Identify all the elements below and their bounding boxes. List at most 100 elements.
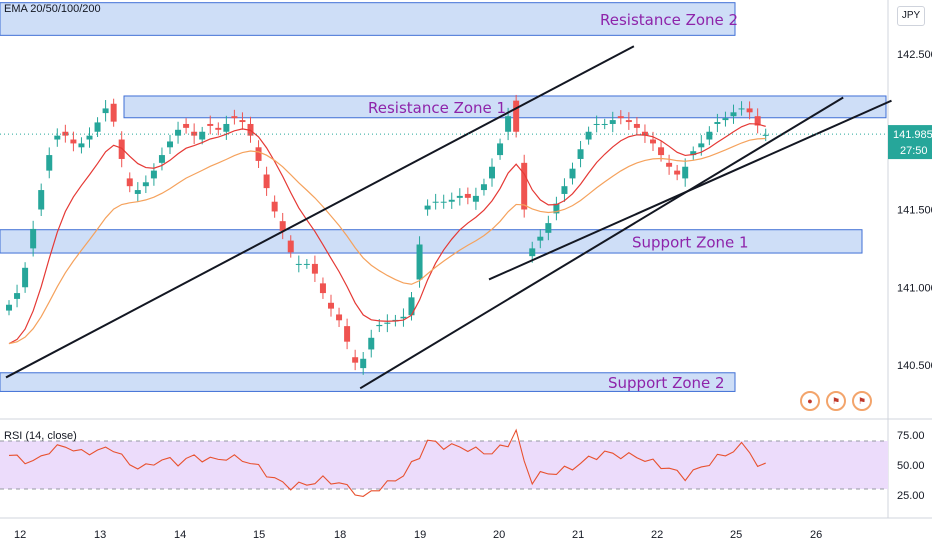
candle-body[interactable] xyxy=(440,201,447,203)
candle-body[interactable] xyxy=(271,201,278,212)
candle-body[interactable] xyxy=(344,326,351,342)
candle-body[interactable] xyxy=(223,123,230,132)
record-icon[interactable]: ● xyxy=(800,391,820,411)
candle-body[interactable] xyxy=(706,131,713,140)
price-pane[interactable] xyxy=(0,0,888,418)
candle-body[interactable] xyxy=(183,123,190,128)
candle-body[interactable] xyxy=(448,199,455,202)
price-tag[interactable] xyxy=(888,125,932,160)
candle-body[interactable] xyxy=(762,134,769,136)
candle-body[interactable] xyxy=(86,135,93,140)
candle-body[interactable] xyxy=(561,186,568,194)
candle-body[interactable] xyxy=(328,302,334,309)
candle-body[interactable] xyxy=(368,337,375,350)
candle-body[interactable] xyxy=(489,166,495,179)
candle-body[interactable] xyxy=(569,168,576,179)
candle-body[interactable] xyxy=(537,236,544,241)
rsi-line[interactable] xyxy=(8,428,766,497)
candle-body[interactable] xyxy=(70,139,77,144)
candle-body[interactable] xyxy=(239,120,246,123)
candle-body[interactable] xyxy=(666,162,673,167)
candle-body[interactable] xyxy=(690,151,697,156)
candle-body[interactable] xyxy=(625,120,632,123)
candle-body[interactable] xyxy=(6,304,12,311)
candle-body[interactable] xyxy=(593,123,600,125)
candle-body[interactable] xyxy=(150,170,157,179)
candle-body[interactable] xyxy=(175,129,182,136)
candle-body[interactable] xyxy=(505,116,512,132)
candle-body[interactable] xyxy=(110,103,117,122)
candle-body[interactable] xyxy=(303,263,310,265)
candle-body[interactable] xyxy=(730,112,737,117)
candle-body[interactable] xyxy=(682,166,689,179)
candle-body[interactable] xyxy=(674,170,681,175)
candle-body[interactable] xyxy=(754,116,761,126)
candle-body[interactable] xyxy=(746,108,753,113)
candle-body[interactable] xyxy=(521,162,528,210)
candle-body[interactable] xyxy=(698,143,705,148)
candle-body[interactable] xyxy=(529,248,536,257)
candle-body[interactable] xyxy=(464,193,471,198)
trendline[interactable] xyxy=(488,99,892,281)
zone-box[interactable] xyxy=(0,229,863,254)
candle-body[interactable] xyxy=(545,223,552,233)
candle-body[interactable] xyxy=(336,314,343,321)
candle-body[interactable] xyxy=(134,190,141,194)
candle-body[interactable] xyxy=(376,324,383,327)
ema-indicator-label[interactable]: EMA 20/50/100/200 xyxy=(4,3,101,15)
candle-body[interactable] xyxy=(46,155,53,171)
candle-body[interactable] xyxy=(738,108,745,110)
trendline[interactable] xyxy=(5,45,635,379)
candle-body[interactable] xyxy=(319,283,326,294)
candle-body[interactable] xyxy=(94,122,101,132)
candle-body[interactable] xyxy=(215,127,222,130)
candle-body[interactable] xyxy=(480,184,487,191)
candle-body[interactable] xyxy=(167,141,173,148)
candle-body[interactable] xyxy=(231,116,238,119)
candle-body[interactable] xyxy=(722,118,729,121)
candle-body[interactable] xyxy=(513,100,520,132)
candle-body[interactable] xyxy=(118,139,125,159)
candle-body[interactable] xyxy=(207,123,214,126)
candle-body[interactable] xyxy=(384,322,391,324)
candle-body[interactable] xyxy=(585,131,592,140)
ema-line[interactable] xyxy=(8,123,766,345)
ema-line[interactable] xyxy=(8,137,766,345)
candle-body[interactable] xyxy=(263,174,270,189)
candle-body[interactable] xyxy=(456,195,463,198)
candle-body[interactable] xyxy=(714,122,721,124)
candle-body[interactable] xyxy=(38,190,45,210)
candle-body[interactable] xyxy=(311,263,318,274)
trendline[interactable] xyxy=(359,96,844,390)
candle-body[interactable] xyxy=(22,267,29,288)
currency-button[interactable]: JPY xyxy=(897,6,925,26)
candle-body[interactable] xyxy=(287,240,294,253)
candle-body[interactable] xyxy=(102,108,109,114)
candle-body[interactable] xyxy=(352,357,359,363)
zone-box[interactable] xyxy=(0,2,736,36)
candle-body[interactable] xyxy=(601,123,608,125)
candle-body[interactable] xyxy=(126,178,133,187)
candle-body[interactable] xyxy=(650,139,656,144)
candle-body[interactable] xyxy=(633,123,640,128)
candle-body[interactable] xyxy=(472,195,479,202)
candle-body[interactable] xyxy=(424,205,431,210)
candle-body[interactable] xyxy=(658,147,665,156)
candle-body[interactable] xyxy=(432,201,439,203)
flag-icon[interactable]: ⚑ xyxy=(826,391,846,411)
candle-body[interactable] xyxy=(279,221,286,231)
candle-body[interactable] xyxy=(62,131,69,136)
candle-body[interactable] xyxy=(577,149,584,159)
candle-body[interactable] xyxy=(142,182,149,187)
rsi-indicator-label[interactable]: RSI (14, close) xyxy=(4,430,77,442)
candle-body[interactable] xyxy=(295,263,302,265)
candle-body[interactable] xyxy=(191,131,198,136)
candle-body[interactable] xyxy=(400,316,407,319)
candle-body[interactable] xyxy=(255,147,262,161)
candle-body[interactable] xyxy=(408,297,415,316)
candle-body[interactable] xyxy=(360,358,367,369)
candle-body[interactable] xyxy=(617,116,624,119)
zone-box[interactable] xyxy=(123,95,887,119)
